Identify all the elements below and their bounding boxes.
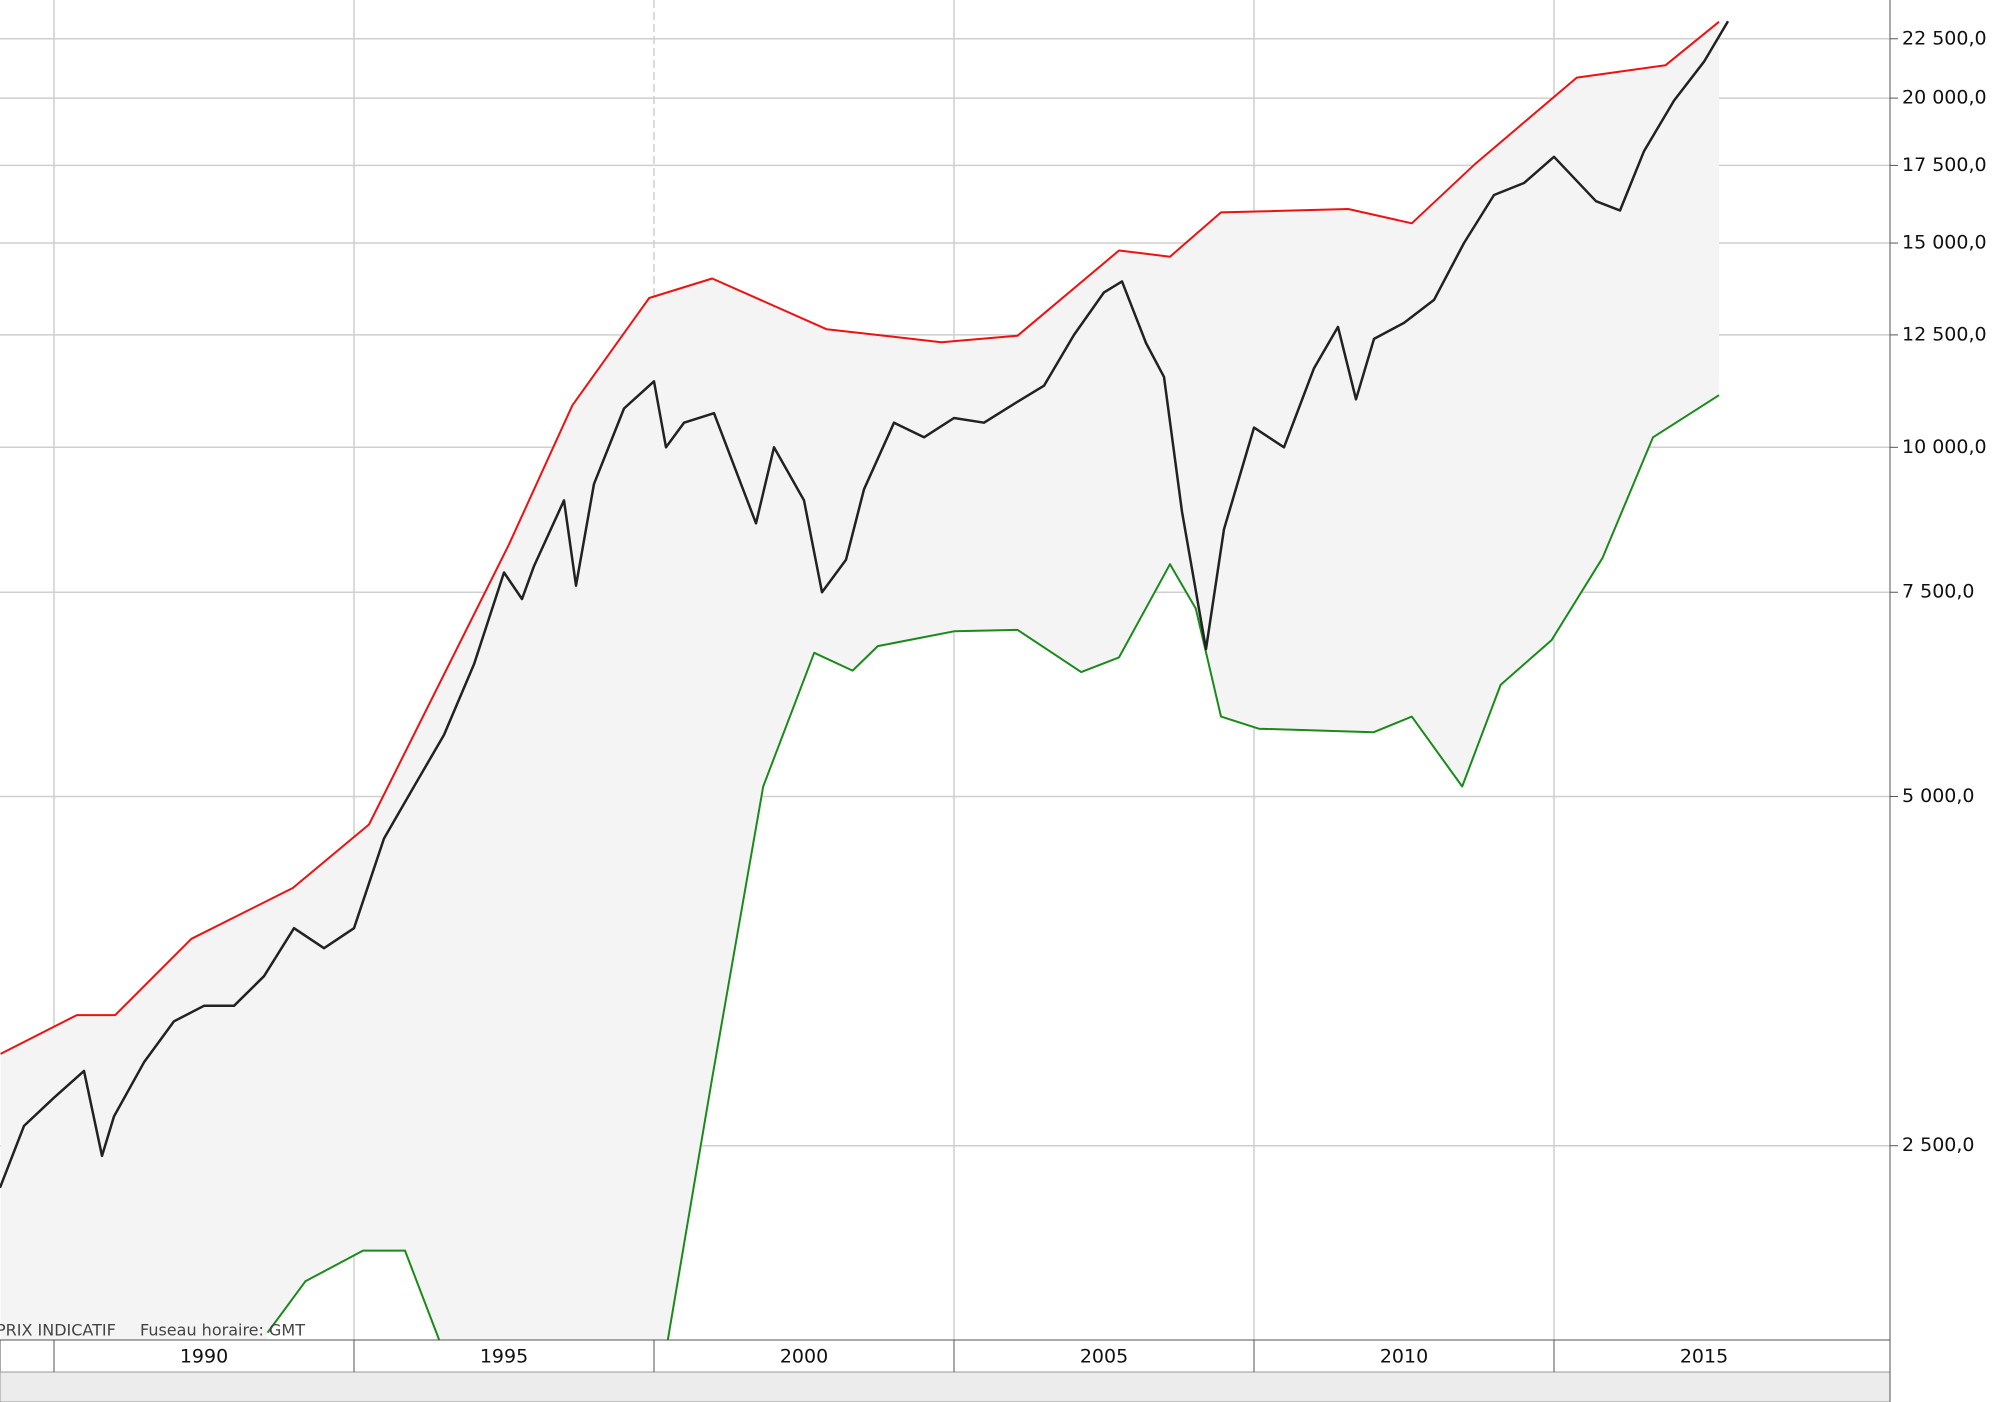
y-tick-label: 17 500,0: [1902, 154, 1987, 176]
x-tick-label: 1990: [180, 1346, 228, 1368]
x-tick-label: 1995: [480, 1346, 528, 1368]
axes: 2 500,0 5 000,0 7 500,0 10 000,0 12 500,0 15 …: [53, 27, 1987, 1372]
y-tick-label: 10 000,0: [1902, 436, 1987, 458]
y-tick-label: 2 500,0: [1902, 1134, 1975, 1156]
line: [0, 20, 1730, 1189]
y-tick-label: 12 500,0: [1902, 323, 1987, 345]
x-tick-label: 2005: [1080, 1346, 1128, 1368]
note: Fuseau horaire: GMT: [140, 1321, 305, 1340]
y-axis-area: [1890, 0, 1992, 1402]
plot-area: [0, 20, 1730, 1340]
y-tick-label: 22 500,0: [1902, 27, 1987, 49]
scroll-strip: [0, 1371, 1891, 1402]
x-axis-bar: [0, 1339, 1891, 1373]
band-fill: [0, 21, 1719, 1340]
line: [0, 21, 1720, 1055]
note: PRIX INDICATIF: [0, 1321, 116, 1340]
x-tick-label: 2015: [1680, 1346, 1728, 1368]
y-tick-label: 7 500,0: [1902, 581, 1975, 603]
x-tick-label: 2010: [1380, 1346, 1428, 1368]
y-tick-label: 5 000,0: [1902, 785, 1975, 807]
x-tick-label: 2000: [780, 1346, 828, 1368]
y-tick-label: 15 000,0: [1902, 232, 1987, 254]
y-tick-label: 20 000,0: [1902, 87, 1987, 109]
line: [266, 394, 1720, 1340]
